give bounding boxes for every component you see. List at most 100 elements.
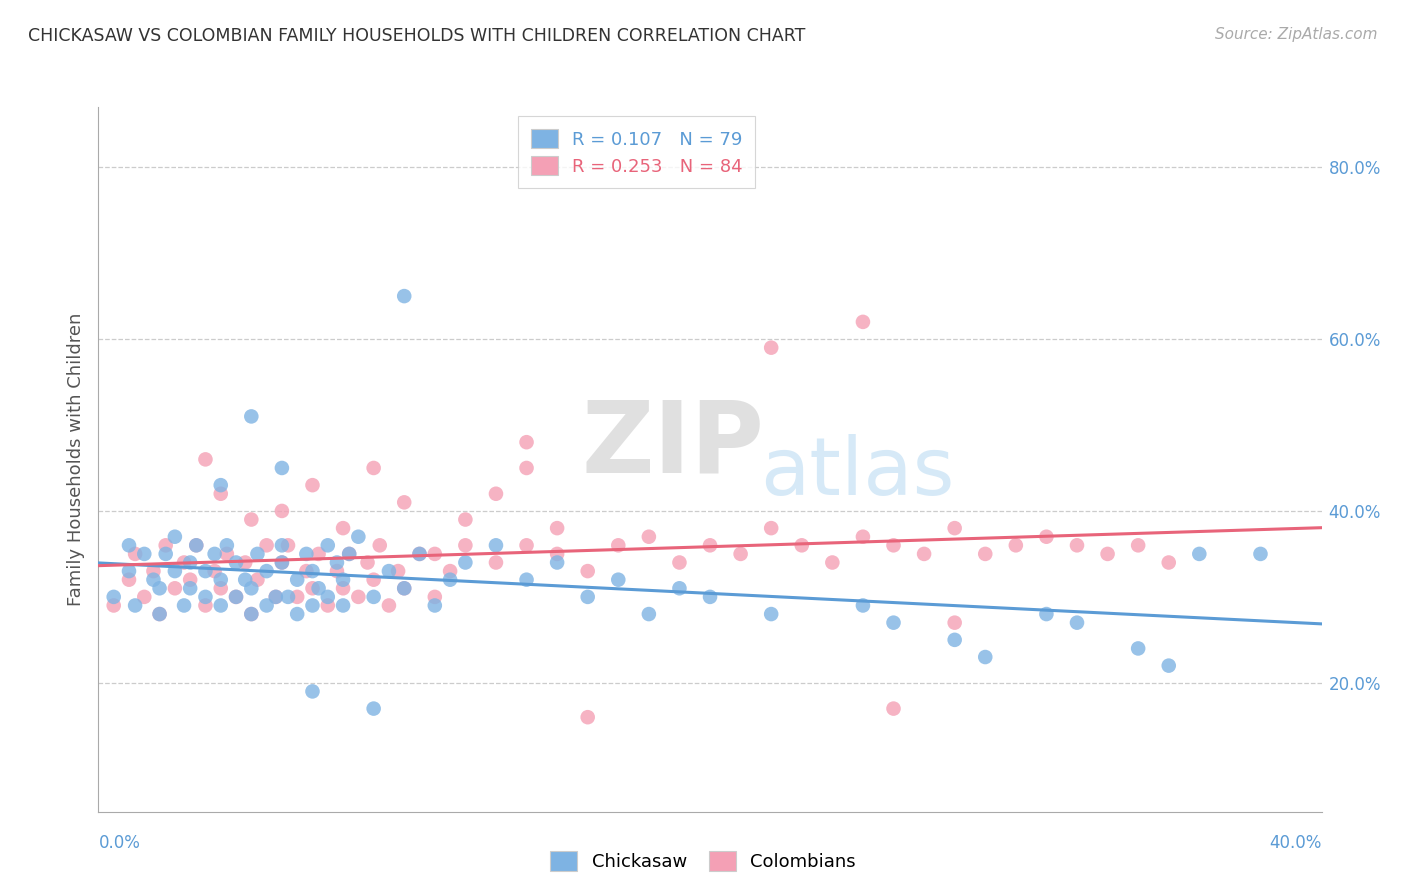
Point bbox=[485, 538, 508, 552]
Point bbox=[332, 573, 354, 587]
Point bbox=[301, 599, 323, 613]
Point bbox=[347, 590, 370, 604]
Point bbox=[179, 556, 201, 570]
Point bbox=[155, 538, 177, 552]
Point bbox=[149, 607, 172, 621]
Point bbox=[163, 564, 186, 578]
Point bbox=[668, 582, 690, 596]
Legend: R = 0.107   N = 79, R = 0.253   N = 84: R = 0.107 N = 79, R = 0.253 N = 84 bbox=[517, 116, 755, 188]
Point bbox=[852, 530, 875, 544]
Point bbox=[215, 547, 238, 561]
Point bbox=[576, 564, 599, 578]
Point bbox=[209, 573, 232, 587]
Point bbox=[124, 599, 146, 613]
Point bbox=[1249, 547, 1271, 561]
Point bbox=[485, 556, 508, 570]
Point bbox=[301, 564, 323, 578]
Point bbox=[124, 547, 146, 561]
Point bbox=[759, 607, 782, 621]
Point bbox=[186, 538, 208, 552]
Point bbox=[134, 590, 156, 604]
Point bbox=[209, 599, 232, 613]
Point bbox=[240, 607, 263, 621]
Point bbox=[363, 573, 385, 587]
Point bbox=[134, 547, 156, 561]
Point bbox=[546, 547, 568, 561]
Point bbox=[974, 547, 997, 561]
Point bbox=[270, 504, 292, 518]
Point bbox=[1157, 556, 1180, 570]
Point bbox=[546, 521, 568, 535]
Point bbox=[326, 556, 349, 570]
Point bbox=[368, 538, 391, 552]
Point bbox=[118, 573, 141, 587]
Point bbox=[439, 564, 461, 578]
Point bbox=[209, 487, 232, 501]
Point bbox=[576, 710, 599, 724]
Point bbox=[516, 435, 538, 450]
Text: 40.0%: 40.0% bbox=[1270, 834, 1322, 852]
Point bbox=[392, 495, 416, 509]
Point bbox=[194, 599, 217, 613]
Point bbox=[285, 590, 308, 604]
Point bbox=[179, 573, 201, 587]
Point bbox=[943, 615, 966, 630]
Point bbox=[852, 599, 875, 613]
Point bbox=[423, 590, 446, 604]
Y-axis label: Family Households with Children: Family Households with Children bbox=[66, 313, 84, 606]
Point bbox=[516, 573, 538, 587]
Point bbox=[215, 538, 238, 552]
Point bbox=[454, 512, 477, 526]
Point bbox=[142, 564, 165, 578]
Point bbox=[277, 590, 299, 604]
Point bbox=[392, 289, 416, 303]
Point bbox=[301, 582, 323, 596]
Point bbox=[408, 547, 430, 561]
Point bbox=[378, 564, 401, 578]
Point bbox=[1128, 538, 1150, 552]
Point bbox=[454, 538, 477, 552]
Point bbox=[308, 547, 330, 561]
Point bbox=[1066, 615, 1088, 630]
Point bbox=[194, 452, 217, 467]
Point bbox=[516, 461, 538, 475]
Point bbox=[1035, 607, 1057, 621]
Point bbox=[285, 573, 308, 587]
Point bbox=[179, 582, 201, 596]
Point bbox=[204, 564, 226, 578]
Point bbox=[295, 564, 318, 578]
Point bbox=[637, 530, 661, 544]
Point bbox=[240, 409, 263, 424]
Legend: Chickasaw, Colombians: Chickasaw, Colombians bbox=[543, 844, 863, 879]
Point bbox=[408, 547, 430, 561]
Point bbox=[332, 599, 354, 613]
Point bbox=[637, 607, 661, 621]
Point bbox=[103, 599, 125, 613]
Point bbox=[852, 315, 875, 329]
Point bbox=[337, 547, 360, 561]
Point bbox=[516, 538, 538, 552]
Point bbox=[301, 684, 323, 698]
Point bbox=[1188, 547, 1211, 561]
Point bbox=[277, 538, 299, 552]
Point bbox=[759, 521, 782, 535]
Point bbox=[264, 590, 287, 604]
Point bbox=[149, 582, 172, 596]
Point bbox=[423, 599, 446, 613]
Point bbox=[194, 564, 217, 578]
Point bbox=[173, 599, 195, 613]
Point bbox=[285, 607, 308, 621]
Point bbox=[337, 547, 360, 561]
Point bbox=[392, 582, 416, 596]
Point bbox=[576, 590, 599, 604]
Point bbox=[233, 573, 256, 587]
Point bbox=[163, 530, 186, 544]
Point bbox=[883, 615, 905, 630]
Point bbox=[194, 590, 217, 604]
Point bbox=[759, 341, 782, 355]
Point bbox=[233, 556, 256, 570]
Point bbox=[699, 590, 721, 604]
Point bbox=[316, 590, 339, 604]
Point bbox=[326, 564, 349, 578]
Point bbox=[270, 556, 292, 570]
